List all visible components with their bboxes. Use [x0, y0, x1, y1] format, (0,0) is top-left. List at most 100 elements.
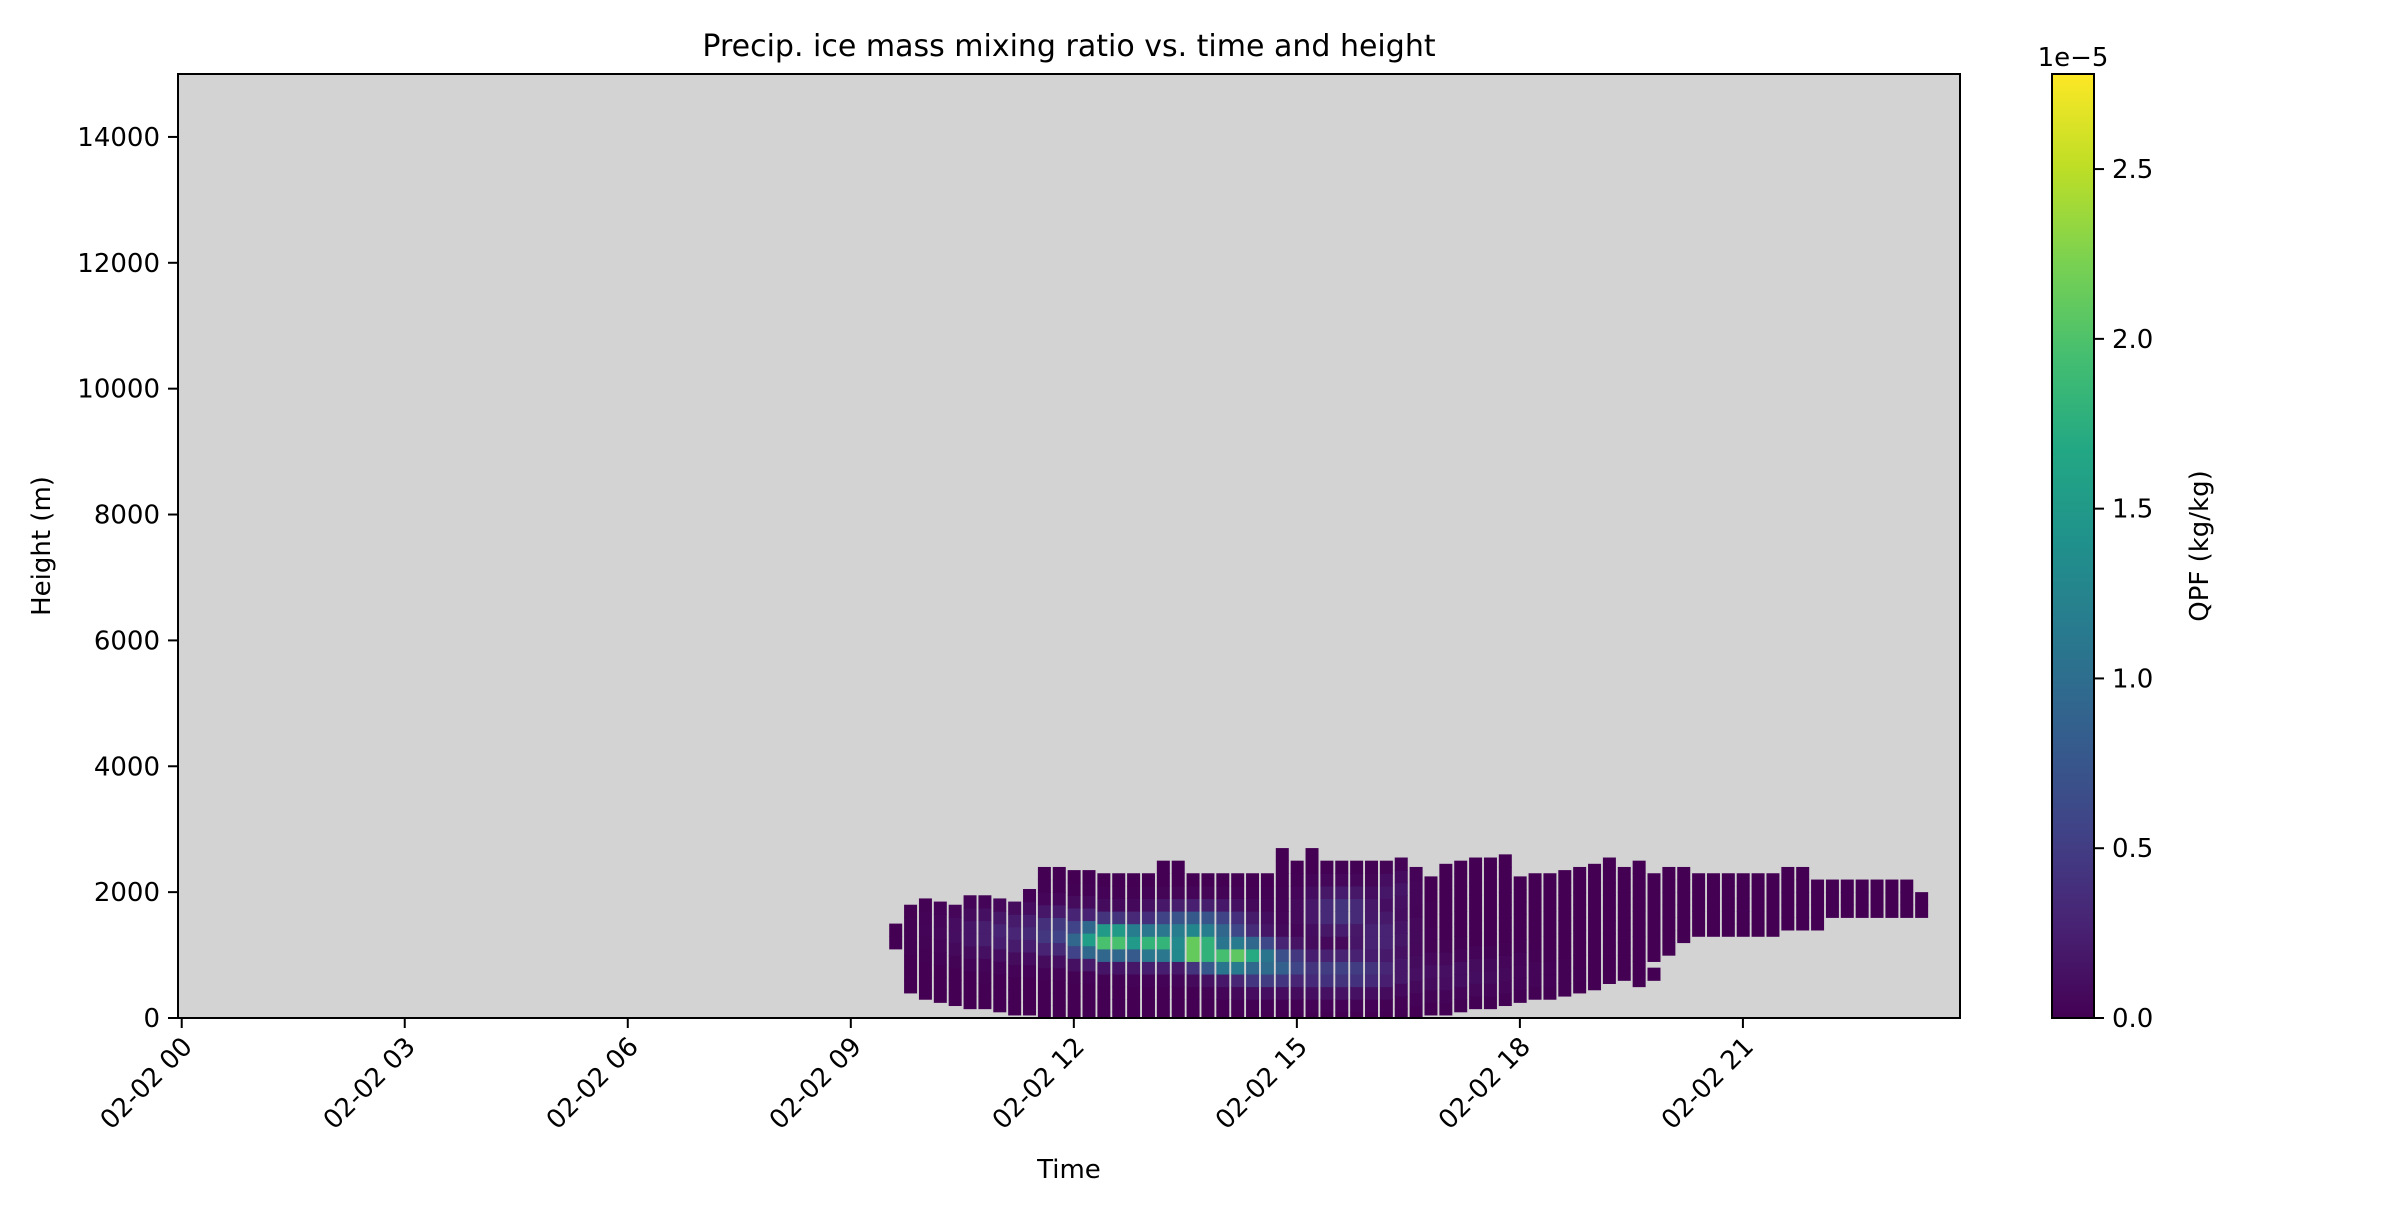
- heatmap-cell: [1885, 879, 1899, 893]
- heatmap-cell: [1216, 873, 1230, 887]
- heatmap-cell: [1528, 961, 1542, 975]
- heatmap-cell: [933, 977, 947, 991]
- heatmap-cell: [1483, 920, 1497, 934]
- heatmap-cell: [1156, 999, 1170, 1013]
- heatmap-cell: [1246, 999, 1260, 1013]
- heatmap-cell: [1008, 989, 1022, 1003]
- heatmap-cell: [1558, 870, 1572, 884]
- heatmap-cell: [1543, 873, 1557, 887]
- heatmap-cell: [1662, 866, 1676, 881]
- heatmap-cell: [1112, 948, 1126, 962]
- heatmap-cell: [1513, 901, 1527, 915]
- heatmap-cell: [1305, 873, 1319, 887]
- heatmap-cell: [1320, 973, 1334, 988]
- heatmap-cell: [1260, 948, 1274, 962]
- heatmap-cell: [1706, 885, 1720, 900]
- heatmap-cell: [1008, 926, 1022, 940]
- heatmap-cell: [1246, 948, 1260, 962]
- heatmap-cell: [1498, 992, 1512, 1007]
- heatmap-cell: [1573, 917, 1587, 931]
- heatmap-cell: [1721, 885, 1735, 900]
- heatmap-cell: [1454, 948, 1468, 962]
- y-tick-label: 10000: [77, 375, 160, 405]
- heatmap-cell: [1439, 989, 1453, 1003]
- heatmap-cell: [1796, 904, 1810, 918]
- heatmap-cell: [1260, 923, 1274, 937]
- heatmap-cell: [1379, 885, 1393, 900]
- heatmap-cell: [1097, 873, 1111, 887]
- heatmap-cell: [1365, 936, 1378, 950]
- heatmap-cell: [1483, 945, 1497, 959]
- heatmap-cell: [1082, 882, 1096, 896]
- heatmap-cell: [1885, 892, 1899, 906]
- heatmap-cell: [918, 898, 932, 912]
- heatmap-cell: [1275, 999, 1289, 1013]
- heatmap-cell: [1305, 860, 1319, 874]
- heatmap-cell: [1231, 986, 1245, 1000]
- heatmap-cell: [1469, 958, 1483, 972]
- heatmap-cell: [1260, 1011, 1274, 1019]
- heatmap-cell: [1216, 923, 1230, 937]
- heatmap-cell: [1082, 1008, 1096, 1019]
- heatmap-cell: [1469, 895, 1483, 909]
- heatmap-cell: [1127, 885, 1141, 900]
- heatmap-cell: [1454, 898, 1468, 912]
- heatmap-cell: [1290, 923, 1304, 937]
- colorbar-offset-text: 1e−5: [2038, 43, 2109, 73]
- heatmap-cell: [1424, 977, 1438, 991]
- heatmap-cell: [1023, 901, 1037, 915]
- heatmap-cell: [1439, 876, 1453, 890]
- heatmap-cell: [1141, 999, 1155, 1013]
- heatmap-cell: [1186, 873, 1200, 887]
- heatmap-cell: [1320, 1011, 1334, 1019]
- heatmap-cell: [1721, 898, 1735, 912]
- heatmap-cell: [1394, 870, 1408, 884]
- heatmap-cell: [1439, 951, 1453, 966]
- heatmap-cell: [1052, 955, 1066, 969]
- heatmap-cell: [933, 901, 947, 915]
- heatmap-cell: [1216, 999, 1230, 1013]
- heatmap-cell: [1052, 992, 1066, 1007]
- heatmap-cell: [1305, 923, 1319, 937]
- heatmap-cell: [1216, 911, 1230, 925]
- heatmap-cell: [1097, 973, 1111, 988]
- heatmap-cell: [1751, 923, 1765, 937]
- heatmap-cell: [1097, 1011, 1111, 1019]
- heatmap-cell: [1186, 923, 1200, 937]
- colorbar-tick-label: 2.5: [2112, 155, 2153, 185]
- heatmap-cell: [1246, 923, 1260, 937]
- heatmap-cell: [1186, 911, 1200, 925]
- heatmap-cell: [993, 898, 1007, 912]
- heatmap-cell: [1141, 936, 1155, 950]
- heatmap-cell: [1335, 948, 1349, 962]
- heatmap-cell: [1186, 999, 1200, 1013]
- x-axis-label: Time: [1036, 1155, 1101, 1185]
- heatmap-cell: [1156, 860, 1170, 874]
- heatmap-cell: [1573, 892, 1587, 906]
- heatmap-cell: [1454, 873, 1468, 887]
- heatmap-cell: [1246, 911, 1260, 925]
- heatmap-cell: [1097, 961, 1111, 975]
- heatmap-cell: [1216, 961, 1230, 975]
- heatmap-cell: [1260, 873, 1274, 887]
- heatmap-cell: [1335, 999, 1349, 1013]
- heatmap-cell: [1736, 898, 1750, 912]
- colorbar-label: QPF (kg/kg): [2185, 470, 2215, 622]
- heatmap-cell: [1290, 860, 1304, 874]
- heatmap-cell: [1766, 911, 1780, 925]
- heatmap-cell: [1067, 882, 1081, 896]
- heatmap-cell: [1320, 936, 1334, 950]
- heatmap-cell: [1171, 961, 1185, 975]
- heatmap-cell: [1632, 923, 1646, 937]
- heatmap-cell: [1483, 907, 1497, 922]
- heatmap-cell: [1037, 980, 1051, 994]
- heatmap-cell: [1008, 901, 1022, 915]
- heatmap-cell: [1008, 914, 1022, 928]
- heatmap-cell: [1588, 888, 1602, 903]
- heatmap-cell: [1023, 989, 1037, 1003]
- heatmap-cell: [1082, 945, 1096, 959]
- heatmap-cell: [1246, 986, 1260, 1000]
- heatmap-cell: [1290, 911, 1304, 925]
- heatmap-cell: [1201, 898, 1215, 912]
